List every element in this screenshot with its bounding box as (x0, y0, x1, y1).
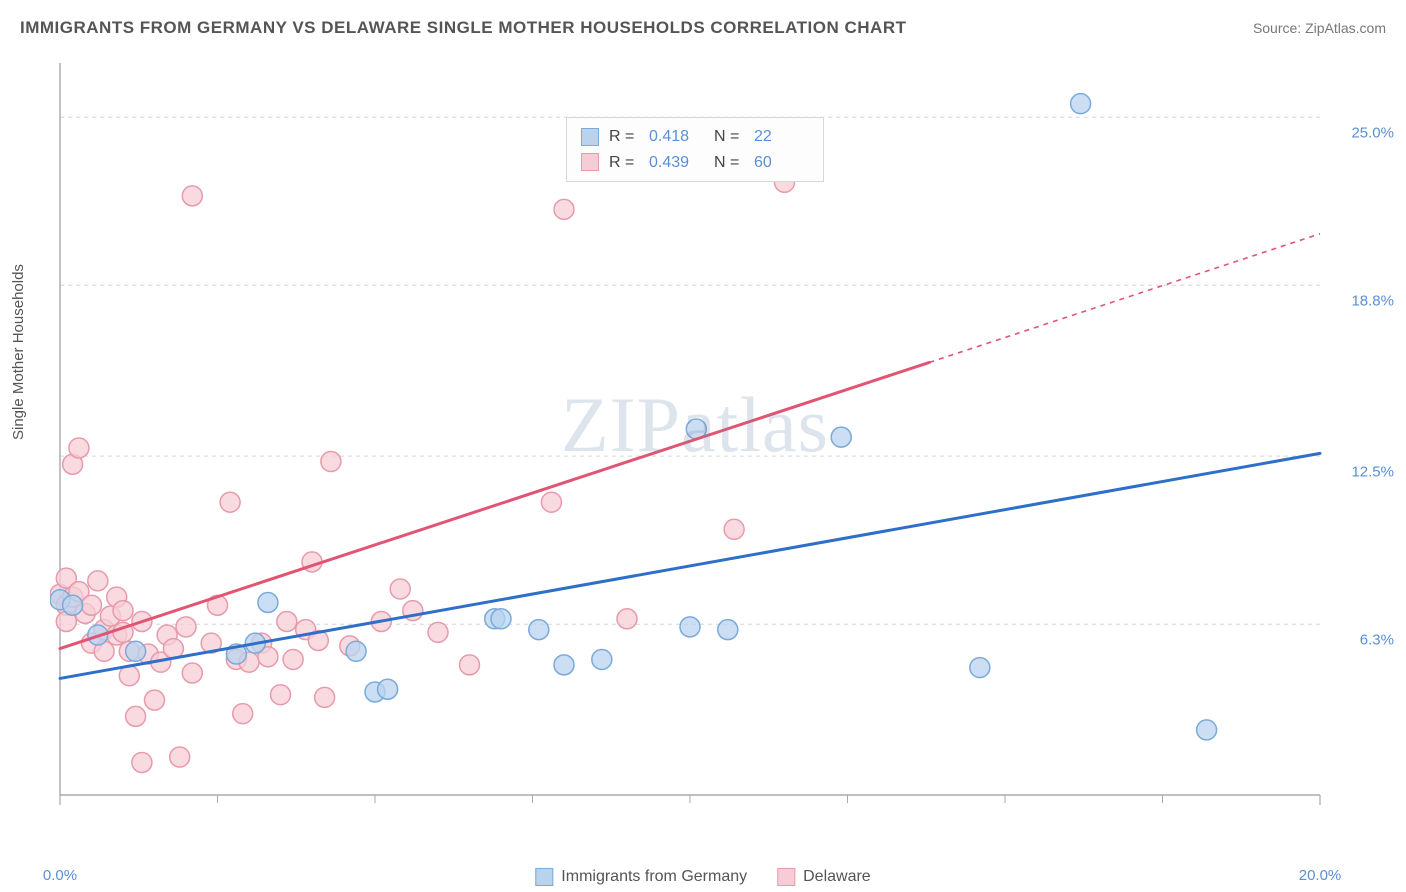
legend-series: Immigrants from Germany Delaware (535, 868, 870, 886)
source-attribution: Source: ZipAtlas.com (1253, 20, 1386, 36)
source-prefix: Source: (1253, 20, 1305, 36)
legend-swatch-1 (581, 153, 599, 171)
y-tick-label: 18.8% (1351, 293, 1394, 310)
y-tick-label: 25.0% (1351, 125, 1394, 142)
legend-item-0: Immigrants from Germany (535, 868, 747, 886)
legend-row-series-0: R = 0.418 N = 22 (581, 124, 809, 150)
legend-n-value-0: 22 (754, 124, 809, 150)
legend-n-label: N = (714, 124, 744, 150)
source-link[interactable]: ZipAtlas.com (1305, 20, 1386, 36)
x-tick-label: 20.0% (1299, 867, 1342, 884)
chart-area: ZIPatlas R = 0.418 N = 22 R = 0.439 N = … (50, 55, 1340, 825)
legend-r-value-1: 0.439 (649, 150, 704, 176)
legend-swatch-1 (777, 868, 795, 886)
legend-row-series-1: R = 0.439 N = 60 (581, 150, 809, 176)
legend-r-value-0: 0.418 (649, 124, 704, 150)
legend-correlation: R = 0.418 N = 22 R = 0.439 N = 60 (566, 117, 824, 182)
legend-item-1: Delaware (777, 868, 871, 886)
legend-label-1: Delaware (803, 868, 871, 886)
y-tick-label: 6.3% (1360, 632, 1394, 649)
legend-r-label: R = (609, 150, 639, 176)
y-tick-label: 12.5% (1351, 464, 1394, 481)
x-tick-label: 0.0% (43, 867, 77, 884)
legend-r-label: R = (609, 124, 639, 150)
legend-n-label: N = (714, 150, 744, 176)
legend-label-0: Immigrants from Germany (561, 868, 747, 886)
y-axis-label: Single Mother Households (10, 264, 27, 440)
legend-swatch-0 (535, 868, 553, 886)
legend-swatch-0 (581, 128, 599, 146)
chart-title: IMMIGRANTS FROM GERMANY VS DELAWARE SING… (20, 18, 907, 38)
legend-n-value-1: 60 (754, 150, 809, 176)
